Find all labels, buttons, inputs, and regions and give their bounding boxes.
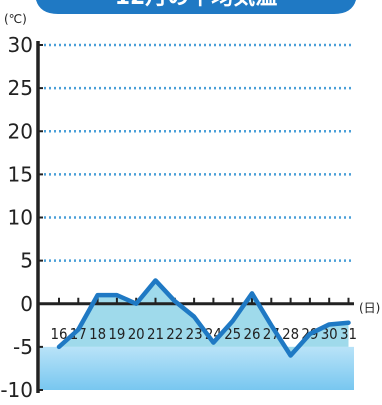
x-tick-label: 25 [224,325,241,343]
x-tick-label: 16 [51,325,68,343]
data-point [347,321,350,324]
x-tick-label: 30 [321,325,338,343]
data-point [192,315,196,318]
y-tick-label: 25 [8,76,33,100]
data-point [154,279,157,282]
x-tick-label: 17 [70,325,87,343]
data-point [289,354,292,357]
y-tick-label: 10 [8,206,33,230]
data-point [115,293,119,297]
data-point [173,299,176,303]
data-point [96,293,99,297]
data-point [270,324,273,327]
y-tick-label: 30 [8,33,33,57]
x-tick-label: 18 [89,325,106,343]
data-point [250,292,254,295]
data-point [231,319,234,323]
x-tick-label: 23 [186,325,203,343]
x-axis-unit: (日) [359,301,380,315]
temperature-area [59,280,349,356]
x-tick-label: 28 [282,325,299,343]
data-point [77,328,80,331]
x-tick-label: 22 [166,325,183,343]
data-point [328,323,331,326]
x-tick-label: 19 [108,325,125,343]
title-banner [36,0,356,14]
x-tick-label: 21 [147,325,164,343]
x-tick-label: 31 [340,325,357,343]
data-point [135,302,138,305]
cold-band [40,346,354,390]
data-point [212,341,215,344]
temperature-line [56,278,351,358]
x-tick-label: 26 [244,325,261,343]
chart-title: 12月の平均気温 [115,0,278,10]
data-point [57,345,61,349]
data-point [308,332,312,336]
y-tick-label: 5 [20,249,33,273]
y-tick-label: 15 [8,162,33,186]
y-tick-label: -5 [13,335,33,359]
y-tick-label: -10 [0,378,33,402]
x-tick-label: 20 [128,325,145,343]
y-tick-label: 20 [8,119,33,143]
y-axis-unit: (℃) [4,12,27,26]
y-tick-label: 0 [20,292,33,316]
